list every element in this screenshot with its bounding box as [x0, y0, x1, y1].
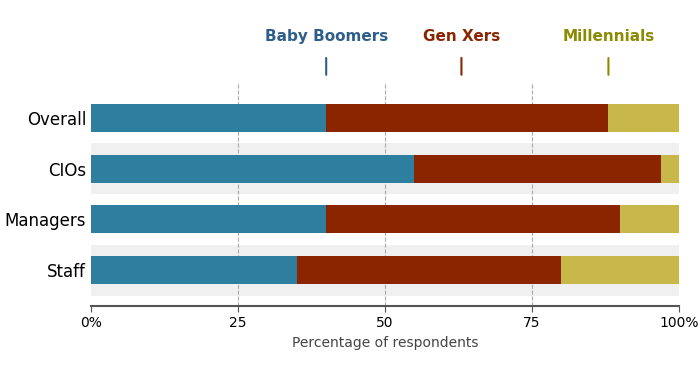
Bar	[91, 154, 414, 182]
Text: Millennials: Millennials	[562, 29, 654, 44]
Bar	[297, 256, 561, 284]
Bar	[620, 206, 679, 233]
Bar	[662, 154, 679, 182]
Bar	[326, 206, 620, 233]
Bar	[608, 104, 679, 132]
Bar	[561, 256, 679, 284]
Bar	[326, 104, 608, 132]
Bar	[91, 104, 326, 132]
Bar	[91, 143, 679, 194]
Text: Baby Boomers: Baby Boomers	[265, 29, 388, 44]
Bar	[91, 92, 679, 143]
Bar	[414, 154, 662, 182]
Text: Gen Xers: Gen Xers	[423, 29, 500, 44]
Bar	[91, 245, 679, 296]
Bar	[91, 194, 679, 245]
X-axis label: Percentage of respondents: Percentage of respondents	[292, 336, 478, 350]
Bar	[91, 206, 326, 233]
Bar	[91, 256, 297, 284]
